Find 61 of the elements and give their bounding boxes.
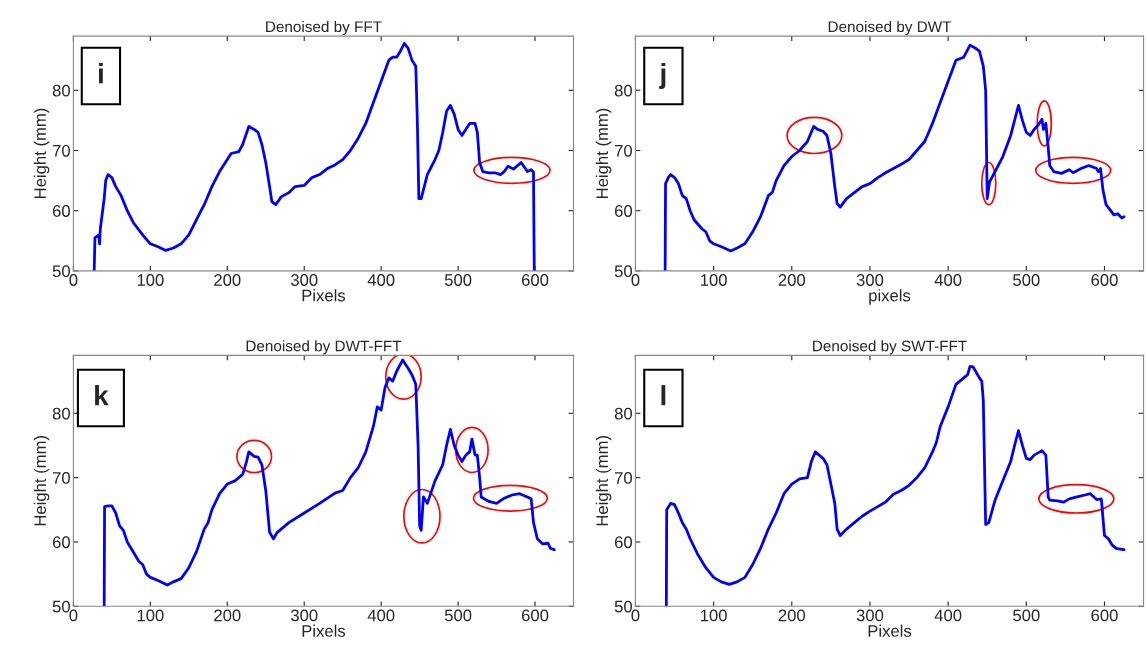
x-axis-title: Pixels [302, 624, 346, 637]
x-tick-label: 200 [214, 609, 241, 622]
y-tick-label: 70 [52, 472, 70, 484]
y-tick-label: 80 [52, 407, 70, 420]
x-tick-label: 500 [444, 274, 472, 286]
chart-title: Denoised by FFT [266, 20, 382, 36]
chart-title: Denoised by DWT [828, 20, 952, 36]
y-tick-label: 50 [614, 600, 633, 613]
y-tick-label: 60 [52, 205, 70, 217]
x-tick-label: 500 [1013, 274, 1040, 286]
y-tick-label: 50 [52, 265, 70, 278]
y-tick-label: 80 [614, 84, 633, 97]
x-tick-label: 600 [521, 609, 549, 622]
x-tick-label: 0 [69, 274, 78, 286]
x-tick-label: 500 [444, 609, 472, 622]
y-tick-label: 80 [614, 407, 633, 420]
y-axis-title: Height (mm) [595, 108, 612, 198]
x-tick-label: 200 [214, 274, 241, 286]
y-axis-title: Height (mm) [595, 436, 612, 526]
x-axis-title: pixels [869, 289, 911, 305]
x-axis-title: Pixels [302, 289, 346, 302]
x-tick-label: 0 [69, 609, 78, 622]
chart-title: Denoised by SWT-FFT [813, 340, 967, 355]
x-tick-label: 300 [290, 609, 318, 622]
x-tick-label: 100 [137, 274, 164, 286]
annotation: l [661, 385, 666, 406]
x-tick-label: 100 [700, 609, 727, 622]
x-tick-label: 400 [934, 274, 962, 286]
line-series [664, 364, 1126, 607]
x-tick-label: 300 [290, 274, 318, 286]
x-axis-title: Pixels [868, 624, 912, 637]
annotation: k [95, 385, 109, 406]
y-tick-label: 60 [52, 536, 70, 549]
y-axis-title: Height (mm) [33, 108, 50, 198]
annotation: i [98, 63, 103, 84]
x-tick-label: 600 [1091, 609, 1118, 622]
x-tick-label: 400 [367, 609, 395, 622]
y-axis-title: Height (mm) [33, 436, 50, 526]
x-tick-label: 200 [778, 274, 806, 286]
x-tick-label: 600 [521, 274, 549, 286]
x-tick-label: 0 [631, 274, 640, 286]
y-tick-label: 60 [614, 536, 633, 549]
chart-title: Denoised by DWT-FFT [246, 340, 402, 355]
y-tick-label: 70 [52, 144, 70, 157]
x-tick-label: 400 [934, 609, 962, 622]
y-tick-label: 50 [52, 600, 70, 613]
x-tick-label: 500 [1013, 609, 1040, 622]
x-tick-label: 100 [137, 609, 164, 622]
y-tick-label: 60 [614, 205, 633, 217]
x-tick-label: 300 [856, 274, 884, 286]
x-tick-label: 600 [1091, 274, 1118, 286]
line-series [92, 41, 536, 271]
y-tick-label: 70 [614, 472, 633, 484]
x-tick-label: 400 [367, 274, 395, 286]
x-tick-label: 300 [856, 609, 884, 622]
y-tick-label: 80 [52, 84, 70, 97]
annotation: j [659, 63, 666, 89]
x-tick-label: 100 [700, 274, 727, 286]
x-tick-label: 200 [778, 609, 806, 622]
x-tick-label: 0 [631, 609, 640, 622]
y-tick-label: 70 [614, 144, 633, 157]
